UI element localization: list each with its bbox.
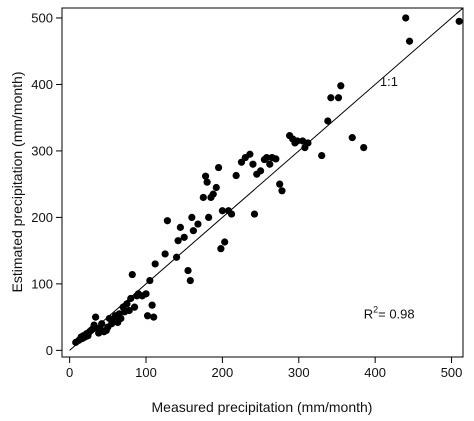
data-point xyxy=(163,217,172,225)
x-tick-label: 100 xyxy=(135,365,157,380)
y-tick-label: 200 xyxy=(31,210,53,225)
data-point xyxy=(184,266,192,275)
x-tick-label: 500 xyxy=(441,365,463,380)
data-point xyxy=(201,172,210,180)
data-point xyxy=(327,94,335,102)
y-axis: 0 100 200 300 400 500 xyxy=(31,10,62,358)
data-point xyxy=(125,306,133,315)
data-point xyxy=(146,276,154,285)
data-point xyxy=(405,37,414,45)
x-tick-label: 300 xyxy=(288,365,310,380)
data-point xyxy=(276,180,284,188)
data-point xyxy=(263,153,271,162)
data-point xyxy=(151,260,159,268)
y-tick-label: 100 xyxy=(31,276,53,291)
data-point xyxy=(266,160,274,168)
data-point xyxy=(142,290,150,298)
data-point xyxy=(250,210,259,218)
data-point xyxy=(205,213,213,221)
data-point xyxy=(217,245,225,253)
data-point xyxy=(128,270,136,279)
data-point xyxy=(180,233,188,241)
data-point xyxy=(304,139,312,147)
data-point xyxy=(360,144,368,152)
data-point xyxy=(249,160,257,168)
data-point xyxy=(227,210,236,218)
y-tick-label: 500 xyxy=(31,10,53,25)
data-point xyxy=(209,190,217,198)
data-point xyxy=(130,303,139,311)
data-point xyxy=(221,238,229,246)
y-tick-label: 0 xyxy=(46,343,53,358)
data-point xyxy=(172,253,181,261)
data-point xyxy=(199,193,207,202)
data-point xyxy=(117,314,125,323)
r-squared-value: = 0.98 xyxy=(378,306,415,321)
data-point xyxy=(194,220,202,228)
y-axis-label: Estimated precipitation (mm/month) xyxy=(9,72,25,293)
data-point xyxy=(246,150,254,158)
data-point xyxy=(143,312,152,320)
r-squared-annotation: R2= 0.98 xyxy=(364,304,415,321)
data-point xyxy=(176,223,184,231)
data-point xyxy=(212,183,220,192)
r-squared-prefix: R xyxy=(364,306,373,321)
data-point xyxy=(98,320,106,328)
x-tick-label: 400 xyxy=(364,365,386,380)
data-point xyxy=(174,237,182,245)
data-point xyxy=(189,227,197,235)
data-point xyxy=(278,187,286,195)
data-point xyxy=(256,167,265,175)
data-point xyxy=(218,207,226,215)
data-points xyxy=(72,14,463,346)
x-tick-label: 200 xyxy=(212,365,234,380)
data-point xyxy=(186,276,194,285)
x-axis-label: Measured precipitation (mm/month) xyxy=(152,399,373,415)
x-tick-label: 0 xyxy=(66,365,73,380)
x-axis: 0 100 200 300 400 500 xyxy=(66,357,462,380)
data-point xyxy=(293,137,301,145)
data-point xyxy=(127,294,135,303)
y-tick-label: 400 xyxy=(31,77,53,92)
data-point xyxy=(402,14,410,22)
one-to-one-label: 1:1 xyxy=(380,74,398,89)
data-point xyxy=(348,134,356,142)
data-point xyxy=(148,301,156,309)
data-point xyxy=(324,117,332,125)
data-point xyxy=(188,213,196,221)
data-point xyxy=(337,82,345,90)
y-tick-label: 300 xyxy=(31,143,53,158)
data-point xyxy=(214,163,223,172)
r-squared-superscript: 2 xyxy=(373,304,378,314)
data-point xyxy=(272,155,280,163)
data-point xyxy=(150,313,158,321)
data-point xyxy=(161,250,169,258)
data-point xyxy=(334,94,343,102)
data-point xyxy=(203,178,211,186)
data-point xyxy=(92,313,100,321)
data-point xyxy=(318,151,326,160)
data-point xyxy=(123,300,131,308)
data-point xyxy=(232,171,240,180)
plot-frame xyxy=(61,7,464,358)
data-point xyxy=(455,17,463,25)
